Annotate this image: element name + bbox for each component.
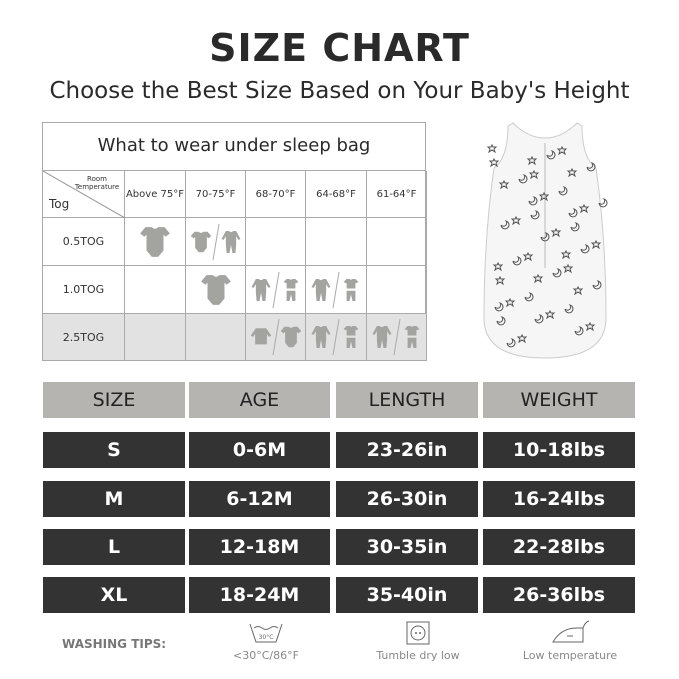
sleepsuit-icon	[311, 326, 331, 348]
svg-text:30°C: 30°C	[259, 634, 274, 641]
tog-cell	[246, 266, 306, 314]
divider-slash	[393, 318, 400, 356]
size-cell: 0-6M	[189, 432, 330, 468]
tog-cell	[125, 266, 186, 314]
divider-slash	[332, 318, 340, 356]
divider-slash	[332, 271, 340, 308]
tog-table: What to wear under sleep bag Room Temper…	[42, 122, 427, 361]
size-cell: 26-36lbs	[483, 577, 635, 613]
onesie-icon	[280, 326, 301, 348]
temperature-header: 70-75°F	[186, 171, 246, 218]
temperature-header: Above 75°F	[125, 171, 186, 218]
tumble-tip: Tumble dry low	[368, 620, 468, 662]
divider-slash	[212, 223, 219, 260]
tog-cell	[246, 218, 306, 266]
sleepsuit-icon	[371, 326, 392, 348]
divider-slash	[272, 318, 279, 356]
size-cell: 12-18M	[189, 529, 330, 565]
iron-tip-text: Low temperature	[522, 649, 618, 662]
size-cell: S	[43, 432, 185, 468]
tog-cell	[186, 218, 246, 266]
tog-cell	[125, 314, 186, 361]
size-cell: XL	[43, 577, 185, 613]
onesie-pants-icon	[404, 326, 419, 348]
size-cell: 35-40in	[336, 577, 478, 613]
divider-slash	[272, 271, 279, 308]
corner-room-temperature: Room Temperature	[74, 175, 120, 191]
tog-cell	[306, 314, 367, 361]
sleepsuit-icon	[220, 230, 241, 253]
size-cell: M	[43, 481, 185, 517]
tumble-tip-text: Tumble dry low	[376, 649, 460, 662]
onesie-pants-icon	[283, 278, 298, 301]
temperature-header: 68-70°F	[246, 171, 306, 218]
size-cell: 18-24M	[189, 577, 330, 613]
tog-cell	[186, 314, 246, 361]
wash-30-icon: 30°C	[249, 623, 283, 643]
size-header-age: AGE	[189, 382, 330, 418]
tog-corner-cell: Room Temperature Tog	[43, 171, 125, 218]
size-header-length: LENGTH	[336, 382, 478, 418]
onesie-pants-icon	[343, 326, 359, 348]
tog-cell	[246, 314, 306, 361]
tog-row-label: 1.0TOG	[43, 266, 125, 314]
jacket-icon	[250, 328, 271, 345]
tog-cell	[367, 266, 427, 314]
size-cell: 30-35in	[336, 529, 478, 565]
size-cell: 10-18lbs	[483, 432, 635, 468]
temperature-header: 61-64°F	[367, 171, 427, 218]
iron-icon	[552, 620, 590, 643]
size-cell: 6-12M	[189, 481, 330, 517]
onesie-icon	[140, 226, 170, 257]
tog-cell	[306, 266, 367, 314]
page-subtitle: Choose the Best Size Based on Your Baby'…	[49, 78, 630, 104]
size-cell: 23-26in	[336, 432, 478, 468]
temperature-header: 64-68°F	[306, 171, 367, 218]
size-cell: 16-24lbs	[483, 481, 635, 517]
wash-tip-text: <30°C/86°F	[233, 649, 299, 662]
sleepsuit-icon	[250, 278, 271, 301]
tog-cell	[186, 266, 246, 314]
tog-cell	[367, 314, 427, 361]
washing-tips-label: WASHING TIPS:	[62, 637, 167, 651]
size-cell: 26-30in	[336, 481, 478, 517]
size-header-size: SIZE	[43, 382, 185, 418]
onesie-icon	[190, 231, 211, 252]
iron-tip: Low temperature	[515, 620, 625, 662]
size-header-weight: WEIGHT	[483, 382, 635, 418]
size-cell: L	[43, 529, 185, 565]
wash-tip: 30°C <30°C/86°F	[226, 620, 306, 662]
onesie-pants-icon	[343, 278, 359, 301]
onesie-icon	[200, 274, 231, 305]
size-cell: 22-28lbs	[483, 529, 635, 565]
tog-table-heading: What to wear under sleep bag	[43, 123, 425, 171]
sleep-bag-image	[483, 122, 608, 359]
tumble-dry-icon	[406, 621, 430, 645]
tog-row-label: 2.5TOG	[43, 314, 125, 361]
tog-cell	[306, 218, 367, 266]
sleepsuit-icon	[311, 278, 331, 301]
tog-cell	[367, 218, 427, 266]
corner-tog: Tog	[49, 197, 70, 211]
tog-cell	[125, 218, 186, 266]
tog-row-label: 0.5TOG	[43, 218, 125, 266]
page-title: SIZE CHART	[209, 26, 470, 70]
